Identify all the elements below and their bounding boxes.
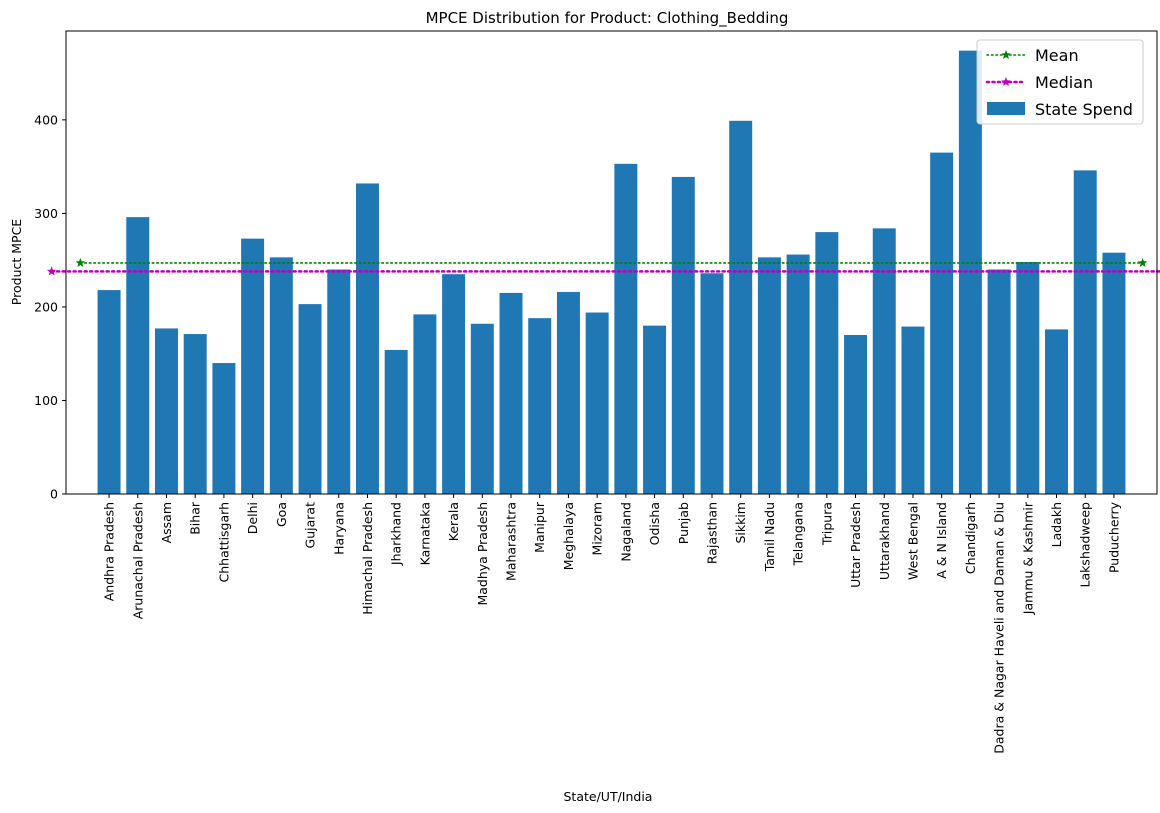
bar bbox=[556, 291, 580, 494]
bar bbox=[1102, 252, 1126, 494]
x-tick-label: Arunachal Pradesh bbox=[130, 502, 145, 619]
bar bbox=[757, 257, 781, 494]
bar bbox=[528, 318, 552, 494]
y-tick-label: 100 bbox=[34, 393, 58, 408]
x-tick-label: Delhi bbox=[245, 502, 260, 534]
bar bbox=[930, 152, 954, 494]
bar bbox=[671, 176, 695, 495]
x-tick-label: Punjab bbox=[676, 502, 691, 544]
x-tick-label: Manipur bbox=[532, 501, 547, 553]
y-tick-label: 300 bbox=[34, 206, 58, 221]
x-tick-label: Uttar Pradesh bbox=[848, 502, 863, 588]
bar bbox=[844, 334, 868, 494]
plot-frame bbox=[65, 30, 1158, 495]
bar bbox=[155, 328, 178, 494]
bar bbox=[298, 304, 322, 494]
bar bbox=[413, 314, 437, 494]
y-axis: 0 100 200 300 400 bbox=[34, 112, 66, 502]
chart-title: MPCE Distribution for Product: Clothing_… bbox=[426, 9, 789, 28]
bar bbox=[614, 163, 638, 494]
x-tick-label: Dadra & Nagar Haveli and Daman & Diu bbox=[992, 502, 1007, 754]
x-tick-label: Gujarat bbox=[303, 502, 318, 549]
x-tick-label: Nagaland bbox=[618, 502, 633, 562]
bar bbox=[1045, 329, 1068, 494]
legend-bar-swatch bbox=[987, 102, 1025, 115]
bar bbox=[97, 290, 121, 494]
legend-label-mean: Mean bbox=[1035, 46, 1079, 65]
x-tick-label: Telangana bbox=[791, 502, 806, 566]
median-marker bbox=[46, 266, 57, 276]
x-tick-label: Himachal Pradesh bbox=[360, 502, 375, 615]
y-tick-label: 200 bbox=[34, 299, 58, 314]
x-axis-title: State/UT/India bbox=[564, 789, 653, 804]
bar bbox=[872, 228, 896, 495]
x-tick-label: Tamil Nadu bbox=[762, 502, 777, 572]
x-tick-label: Jammu & Kashmir bbox=[1020, 501, 1035, 615]
bar bbox=[1016, 262, 1040, 494]
bar bbox=[470, 323, 494, 494]
bar bbox=[1073, 170, 1097, 494]
x-tick-label: Bihar bbox=[188, 501, 203, 535]
x-tick-label: Ladakh bbox=[1049, 502, 1064, 547]
bar bbox=[442, 274, 466, 494]
x-tick-label: Goa bbox=[274, 502, 289, 527]
legend-label-state-spend: State Spend bbox=[1035, 100, 1133, 119]
bar bbox=[212, 363, 236, 494]
bar bbox=[987, 269, 1011, 494]
x-tick-label: Odisha bbox=[647, 502, 662, 545]
bars-layer bbox=[97, 50, 1126, 495]
x-axis: Andhra Pradesh Arunachal Pradesh Assam Biha… bbox=[102, 494, 1121, 754]
x-tick-label: West Bengal bbox=[905, 502, 920, 580]
mean-marker bbox=[75, 257, 86, 268]
bar bbox=[729, 120, 753, 494]
bar bbox=[183, 334, 207, 494]
bar bbox=[700, 273, 724, 494]
x-tick-label: Assam bbox=[159, 502, 174, 543]
x-tick-label: Lakshadweep bbox=[1078, 502, 1093, 587]
bar bbox=[815, 232, 839, 494]
bar bbox=[643, 325, 667, 494]
x-tick-label: Tripura bbox=[819, 502, 834, 546]
bar bbox=[384, 349, 408, 494]
x-tick-label: Haryana bbox=[331, 502, 346, 555]
x-tick-label: Madhya Pradesh bbox=[475, 502, 490, 606]
x-tick-label: Chhattisgarh bbox=[216, 502, 231, 582]
legend-mean-marker bbox=[1001, 50, 1011, 60]
legend-label-median: Median bbox=[1035, 73, 1093, 92]
bar bbox=[499, 292, 523, 494]
x-tick-label: A & N Island bbox=[934, 502, 949, 579]
x-tick-label: Jharkhand bbox=[389, 502, 404, 566]
x-tick-label: Puducherry bbox=[1106, 501, 1121, 573]
x-tick-label: Rajasthan bbox=[704, 502, 719, 564]
bar bbox=[241, 238, 265, 494]
x-tick-label: Meghalaya bbox=[561, 502, 576, 570]
legend-median-marker bbox=[1001, 77, 1011, 87]
y-tick-label: 0 bbox=[50, 487, 58, 502]
bar bbox=[269, 257, 293, 494]
reference-lines-layer bbox=[46, 257, 1160, 276]
y-axis-title: Product MPCE bbox=[9, 219, 24, 305]
x-tick-label: Maharashtra bbox=[504, 502, 519, 581]
x-tick-label: Mizoram bbox=[590, 502, 605, 555]
x-tick-label: Kerala bbox=[446, 502, 461, 541]
mean-marker bbox=[1137, 257, 1148, 268]
x-tick-label: Uttarakhand bbox=[877, 502, 892, 580]
x-tick-label: Sikkim bbox=[733, 502, 748, 544]
bar bbox=[355, 183, 379, 494]
x-tick-label: Karnataka bbox=[417, 502, 432, 565]
bar bbox=[901, 326, 925, 494]
x-tick-label: Andhra Pradesh bbox=[102, 502, 117, 601]
bar bbox=[327, 269, 351, 494]
bar bbox=[126, 217, 150, 494]
y-tick-label: 400 bbox=[34, 112, 58, 127]
bar bbox=[786, 254, 810, 494]
x-tick-label: Chandigarh bbox=[963, 502, 978, 574]
bar bbox=[585, 312, 609, 494]
legend: Mean Median State Spend bbox=[976, 39, 1144, 125]
